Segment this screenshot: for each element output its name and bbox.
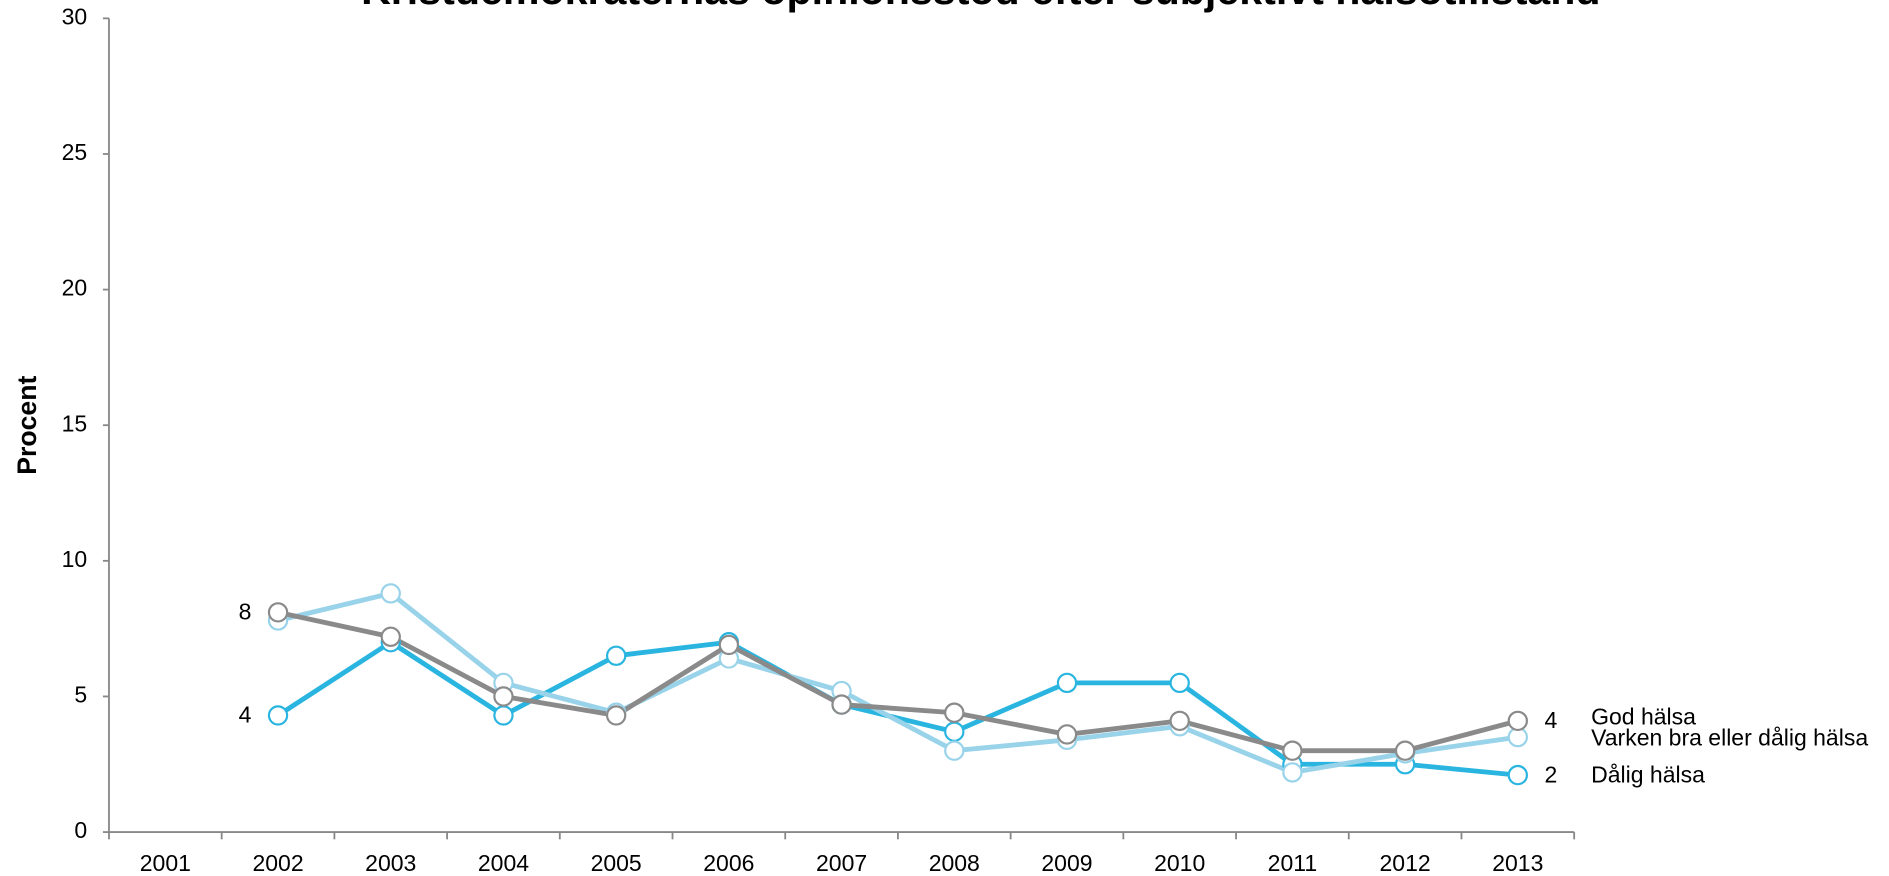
x-tick-label: 2006: [703, 850, 754, 871]
data-point: [1169, 710, 1190, 732]
x-tick-label: 2003: [365, 850, 416, 871]
data-point: [267, 705, 289, 726]
data-point: [1394, 740, 1416, 761]
y-tick-label: 5: [74, 682, 87, 708]
series-line: [277, 609, 1519, 754]
x-tick-label: 2012: [1380, 850, 1431, 871]
x-tick-label: 2001: [140, 850, 191, 871]
x-tick-label: 2005: [591, 850, 642, 871]
data-point: [1169, 672, 1190, 694]
data-point: [944, 721, 965, 742]
data-point: [493, 705, 514, 726]
x-tick-label: 2009: [1041, 850, 1092, 871]
data-point: [380, 583, 401, 604]
data-point: [1282, 762, 1303, 783]
data-label: 2: [1544, 761, 1557, 787]
data-point: [380, 626, 401, 647]
x-tick-label: 2010: [1154, 850, 1205, 871]
legend-label: Varken bra eller dålig hälsa: [1591, 725, 1868, 751]
data-point: [1282, 740, 1303, 761]
x-tick-label: 2008: [929, 850, 980, 871]
data-point: [1056, 724, 1078, 745]
data-point: [944, 702, 965, 723]
y-tick-label: 25: [62, 139, 88, 165]
x-tick-label: 2011: [1268, 850, 1317, 871]
data-point: [718, 634, 740, 656]
chart-title: Kristdemokraternas opinionsstöd efter su…: [361, 0, 1601, 13]
data-label: 4: [1544, 707, 1557, 733]
data-label: 8: [239, 599, 252, 625]
data-point: [493, 686, 514, 707]
data-point: [1507, 710, 1528, 732]
legend-label: Dålig hälsa: [1591, 761, 1705, 787]
data-point: [1507, 764, 1528, 786]
data-point: [605, 705, 627, 726]
y-tick-label: 0: [74, 817, 87, 843]
x-tick-label: 2013: [1492, 850, 1543, 871]
x-tick-label: 2004: [478, 850, 529, 871]
data-point: [267, 602, 289, 623]
data-point: [605, 645, 627, 666]
legend-label: God hälsa: [1591, 704, 1696, 730]
y-tick-label: 10: [62, 546, 88, 572]
data-label: 4: [239, 702, 252, 728]
y-tick-label: 15: [62, 410, 88, 436]
data-point: [831, 694, 852, 715]
y-tick-label: 20: [62, 275, 88, 301]
series-line: [277, 590, 1519, 775]
x-tick-label: 2002: [252, 850, 303, 871]
data-point: [944, 740, 965, 761]
y-axis-label: Procent: [12, 376, 42, 475]
data-point: [1056, 672, 1078, 694]
x-tick-label: 2007: [816, 850, 867, 871]
y-tick-label: 30: [62, 3, 88, 29]
